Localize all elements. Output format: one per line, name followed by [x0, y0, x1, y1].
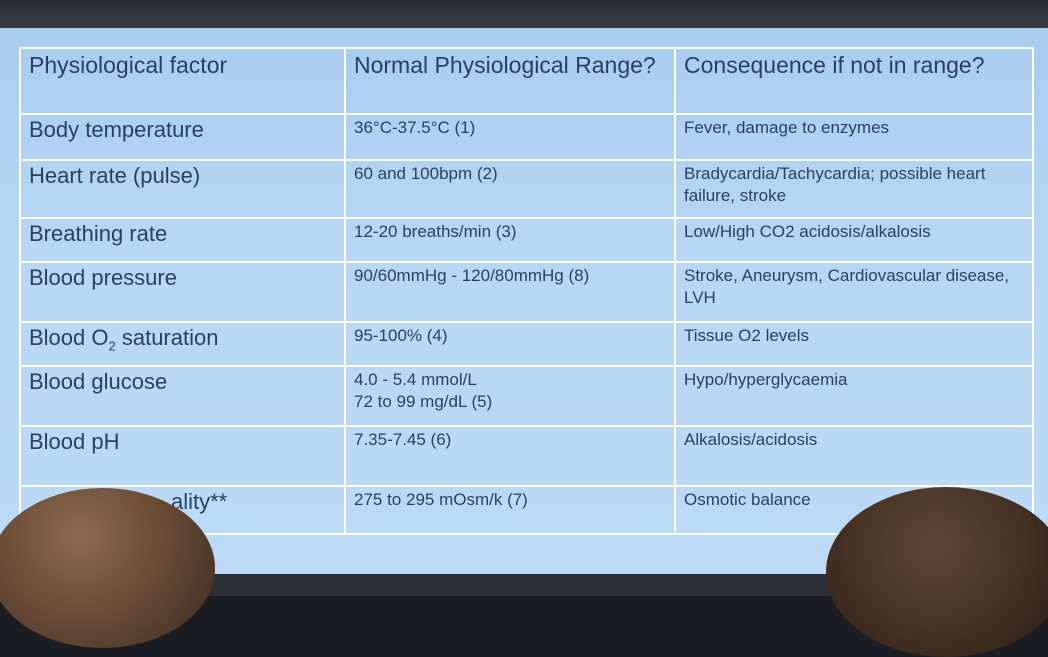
factor-cell: Body temperature — [19, 113, 346, 161]
table-header-row: Physiological factor Normal Physiologica… — [19, 47, 1034, 115]
physiology-table: Physiological factor Normal Physiologica… — [19, 47, 1034, 535]
header-consequence: Consequence if not in range? — [674, 47, 1034, 115]
table-row: Heart rate (pulse) 60 and 100bpm (2) Bra… — [19, 159, 1034, 219]
table-row: Body temperature 36°C-37.5°C (1) Fever, … — [19, 113, 1034, 161]
table-row: Blood pH 7.35-7.45 (6) Alkalosis/acidosi… — [19, 425, 1034, 487]
range-cell: 60 and 100bpm (2) — [344, 159, 676, 219]
subscript-2: 2 — [108, 338, 116, 354]
factor-cell: Breathing rate — [19, 217, 346, 263]
header-range: Normal Physiological Range? — [344, 47, 676, 115]
consequence-cell: Fever, damage to enzymes — [674, 113, 1034, 161]
range-cell: 90/60mmHg - 120/80mmHg (8) — [344, 261, 676, 323]
consequence-cell: Bradycardia/Tachycardia; possible heart … — [674, 159, 1034, 219]
range-line-1: 4.0 - 5.4 mmol/L — [354, 370, 477, 389]
consequence-cell: Hypo/hyperglycaemia — [674, 365, 1034, 427]
factor-cell: Blood pH — [19, 425, 346, 487]
range-cell: 275 to 295 mOsm/k (7) — [344, 485, 676, 535]
audience-head-left — [0, 488, 215, 648]
factor-text: Blood O — [29, 325, 109, 350]
consequence-cell: Alkalosis/acidosis — [674, 425, 1034, 487]
consequence-cell: Tissue O2 levels — [674, 321, 1034, 367]
header-factor: Physiological factor — [19, 47, 346, 115]
range-cell: 7.35-7.45 (6) — [344, 425, 676, 487]
factor-cell: Blood glucose — [19, 365, 346, 427]
range-cell: 4.0 - 5.4 mmol/L 72 to 99 mg/dL (5) — [344, 365, 676, 427]
range-cell: 12-20 breaths/min (3) — [344, 217, 676, 263]
screen-bottom-edge — [0, 574, 1048, 596]
factor-text-suffix: saturation — [115, 325, 219, 350]
audience-head-right — [826, 487, 1048, 657]
factor-cell: Blood O2 saturation — [19, 321, 346, 367]
consequence-cell: Low/High CO2 acidosis/alkalosis — [674, 217, 1034, 263]
range-cell: 36°C-37.5°C (1) — [344, 113, 676, 161]
table-row: Blood glucose 4.0 - 5.4 mmol/L 72 to 99 m… — [19, 365, 1034, 427]
ceiling — [0, 0, 1048, 30]
factor-cell: Blood pressure — [19, 261, 346, 323]
table-row: Blood O2 saturation 95-100% (4) Tissue O… — [19, 321, 1034, 367]
factor-cell: Heart rate (pulse) — [19, 159, 346, 219]
table-row: Breathing rate 12-20 breaths/min (3) Low… — [19, 217, 1034, 263]
range-cell: 95-100% (4) — [344, 321, 676, 367]
table-row: Blood pressure 90/60mmHg - 120/80mmHg (8… — [19, 261, 1034, 323]
consequence-cell: Stroke, Aneurysm, Cardiovascular disease… — [674, 261, 1034, 323]
range-line-2: 72 to 99 mg/dL (5) — [354, 392, 493, 411]
